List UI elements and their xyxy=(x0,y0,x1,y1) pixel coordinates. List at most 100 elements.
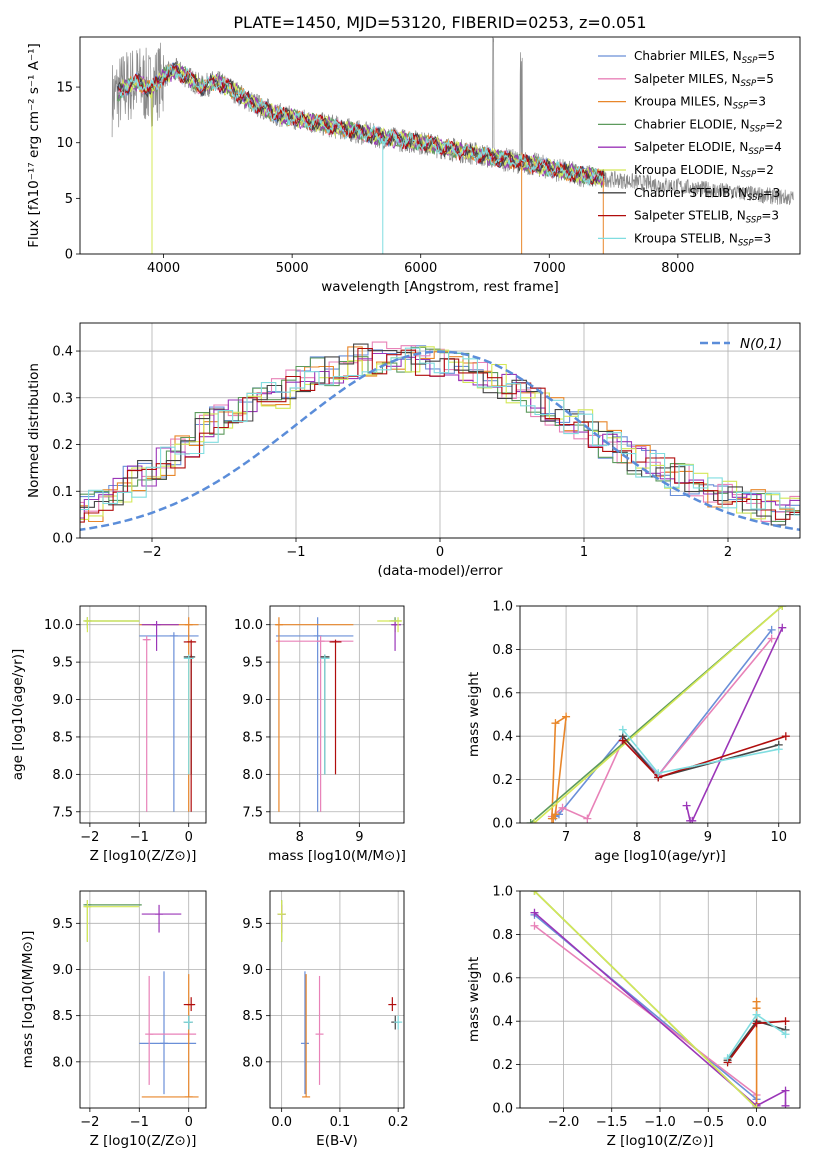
weight-marker xyxy=(583,814,592,823)
residual-histogram-kroupa_miles xyxy=(80,346,800,523)
y-tick-label: 9.0 xyxy=(242,963,263,978)
errorbar-salpeter_stelib xyxy=(388,997,397,1012)
residual-histogram-salpeter_stelib xyxy=(80,347,800,523)
y-tick-label: 9.5 xyxy=(52,656,73,671)
y-tick-label: 0.1 xyxy=(52,485,73,500)
x-tick-label: −1 xyxy=(130,1115,149,1130)
x-tick-label: −2 xyxy=(80,1115,99,1130)
spectrum-axes: 4000 5000 6000 7000 8000 0 5 10 15 wavelength [An… xyxy=(26,36,801,295)
x-tick-label: 0.0 xyxy=(271,1115,292,1130)
age_vs_Z-axes: −2 −1 0 7.5 8.0 8.5 9.0 9.5 10.0 Z [log10(Z/Z⊙)] a… xyxy=(10,605,207,864)
residual-histogram-chabrier_stelib xyxy=(80,343,800,526)
y-tick-label: 0.6 xyxy=(492,971,513,986)
errorbar-salpeter_elodie xyxy=(141,904,182,933)
errorbar-salpeter_miles xyxy=(315,975,324,1085)
weight-series-salpeter_stelib xyxy=(723,1017,790,1067)
y-tick-label: 0.0 xyxy=(492,1102,513,1117)
weight-marker xyxy=(688,816,697,823)
y-tick-label: 10.0 xyxy=(44,618,73,633)
errorbar-kroupa_stelib xyxy=(183,1015,193,1030)
weight-marker xyxy=(562,712,571,721)
weight-series-kroupa_miles xyxy=(547,712,571,823)
weight-marker xyxy=(752,1010,761,1019)
legend-label: Chabrier ELODIE, NSSP=2 xyxy=(634,117,783,134)
x-tick-label: 8 xyxy=(633,830,641,845)
weight_vs_Z-marks xyxy=(530,891,790,1108)
y-tick-label: 9.5 xyxy=(242,917,263,932)
x-tick-label: 10 xyxy=(770,830,787,845)
legend-label: Salpeter ELODIE, NSSP=4 xyxy=(634,140,782,157)
y-tick-label: 8.5 xyxy=(242,1009,263,1024)
weight-marker xyxy=(530,908,539,917)
errorbar-chabrier_stelib xyxy=(183,654,196,775)
weight-series-salpeter_miles xyxy=(547,634,776,823)
age_vs_mass-axes: 8 9 7.5 8.0 8.5 9.0 9.5 10.0 mass [log10(M/M⊙)] xyxy=(234,605,406,864)
legend-label: Kroupa STELIB, NSSP=3 xyxy=(634,231,771,248)
x-tick-label: −2 xyxy=(80,830,99,845)
y-tick-label: 10.0 xyxy=(234,618,263,633)
errorbar-kroupa_stelib xyxy=(320,654,330,775)
x-tick-label: 8000 xyxy=(661,261,694,276)
x-axis-label: E(B-V) xyxy=(316,1133,358,1149)
plot-frame xyxy=(269,890,405,1109)
errorbar-chabrier_miles xyxy=(300,971,309,1095)
y-tick-label: 9.5 xyxy=(52,917,73,932)
weight-marker xyxy=(752,997,761,1006)
errorbar-salpeter_stelib xyxy=(183,997,196,1012)
weight-marker xyxy=(767,625,776,634)
y-axis-label: mass weight xyxy=(466,672,482,757)
errorbar-chabrier_elodie xyxy=(83,617,140,629)
weight-series-salpeter_elodie xyxy=(682,623,787,823)
x-tick-label: 9 xyxy=(355,830,363,845)
weight-marker xyxy=(526,819,535,823)
weight-series-kroupa_stelib xyxy=(723,1010,790,1063)
x-tick-label: 2 xyxy=(724,545,732,560)
errorbar-chabrier_miles xyxy=(139,971,197,1095)
weight-marker xyxy=(752,1104,761,1108)
x-tick-label: 9 xyxy=(704,830,712,845)
weight-series-kroupa_elodie xyxy=(530,606,787,823)
y-tick-label: 0.4 xyxy=(492,1015,513,1030)
y-tick-label: 8.5 xyxy=(52,1009,73,1024)
errorbar-kroupa_stelib xyxy=(394,1015,403,1030)
errorbar-kroupa_elodie xyxy=(83,617,140,633)
weight-marker xyxy=(778,623,787,632)
x-tick-label: −1 xyxy=(130,830,149,845)
model-spectrum-kroupa_stelib xyxy=(119,64,605,186)
weight-series-salpeter_elodie xyxy=(530,908,790,1108)
errorbar-kroupa_elodie xyxy=(377,617,403,633)
y-tick-label: 9.5 xyxy=(242,656,263,671)
weight-marker xyxy=(654,769,663,778)
y-tick-label: 8.0 xyxy=(52,768,73,783)
x-tick-label: −0.5 xyxy=(692,1115,724,1130)
spectrum-marks xyxy=(111,37,794,254)
weight-marker xyxy=(723,1054,732,1063)
y-tick-label: 0.2 xyxy=(492,1058,513,1073)
x-tick-label: 5000 xyxy=(276,261,309,276)
weight-marker xyxy=(767,634,776,643)
y-tick-label: 0.0 xyxy=(52,532,73,547)
errorbar-chabrier_miles xyxy=(139,632,199,812)
residual-histogram-chabrier_miles xyxy=(80,345,800,530)
errorbar-kroupa_elodie xyxy=(277,900,286,942)
y-tick-label: 7.5 xyxy=(242,805,263,820)
y-tick-label: 5 xyxy=(65,192,73,207)
errorbar-salpeter_miles xyxy=(142,635,151,812)
x-axis-label: age [log10(age/yr)] xyxy=(594,848,726,864)
x-tick-label: −1.0 xyxy=(644,1115,676,1130)
x-axis-label: (data-model)/error xyxy=(377,563,503,579)
y-axis-label: mass [log10(M/M⊙)] xyxy=(20,931,36,1069)
weight-marker xyxy=(551,810,560,819)
legend-label: Chabrier MILES, NSSP=5 xyxy=(634,49,775,66)
y-tick-label: 0.8 xyxy=(492,643,513,658)
weight-marker xyxy=(781,1030,790,1039)
x-axis-label: wavelength [Angstrom, rest frame] xyxy=(321,279,559,295)
y-tick-label: 0.2 xyxy=(52,438,73,453)
x-axis-label: Z [log10(Z/Z⊙)] xyxy=(607,1133,714,1149)
y-tick-label: 10 xyxy=(56,136,73,151)
residual-histogram-chabrier_elodie xyxy=(80,346,800,526)
legend-label: Kroupa MILES, NSSP=3 xyxy=(634,95,766,112)
x-tick-label: −1.5 xyxy=(596,1115,628,1130)
plot-frame xyxy=(79,322,801,539)
errorbar-salpeter_stelib xyxy=(329,639,342,775)
